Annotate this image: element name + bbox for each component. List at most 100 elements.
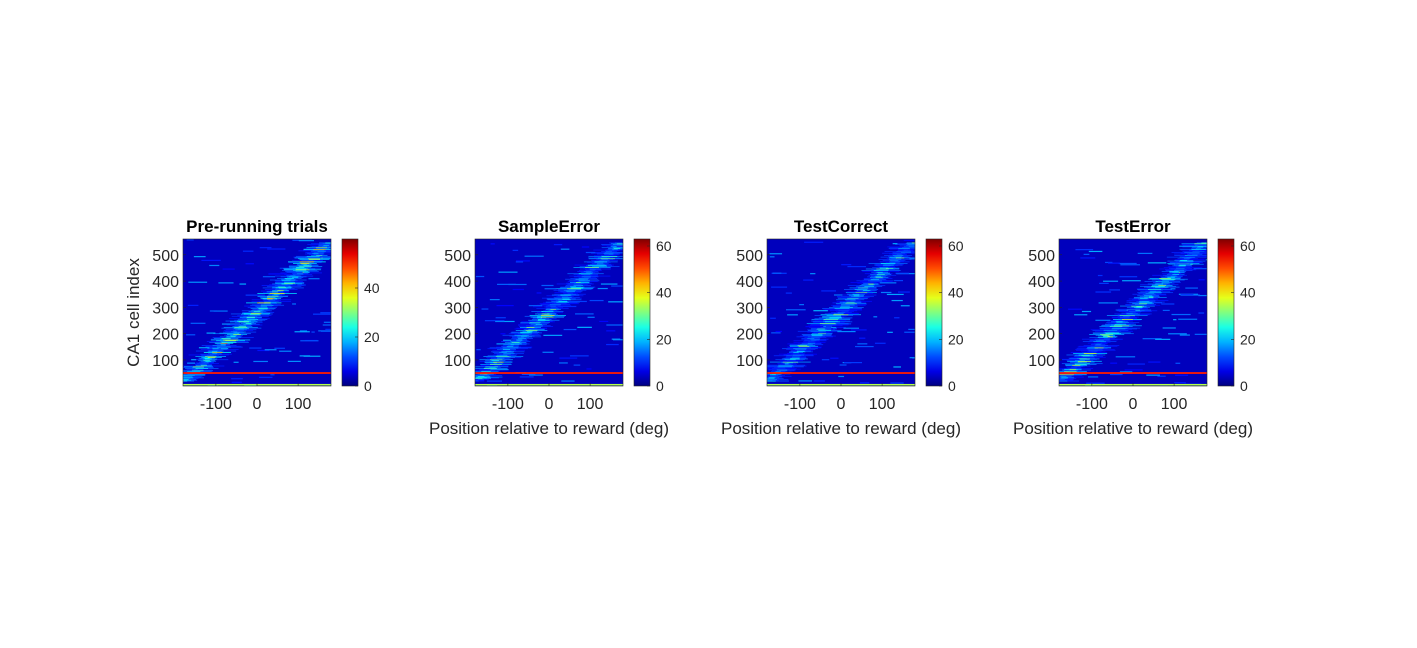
heatmap-cell: [1059, 379, 1065, 380]
heatmap-cell: [294, 331, 310, 333]
x-tick-label: 100: [1161, 396, 1188, 413]
heatmap-cell: [475, 377, 487, 379]
heatmap-cell: [225, 340, 236, 342]
heatmap-cell: [1116, 323, 1126, 324]
x-tick-label: 0: [545, 396, 554, 413]
heatmap-cell: [475, 372, 623, 374]
heatmap-cell: [1081, 310, 1092, 313]
heatmap-cell: [798, 349, 807, 351]
heatmap-cell: [476, 376, 491, 378]
heatmap-cell: [570, 285, 576, 287]
heatmap-cell: [230, 335, 237, 337]
heatmap-cell: [811, 339, 820, 341]
heatmap-cell: [1088, 349, 1104, 351]
heatmap-cell: [1081, 355, 1090, 357]
heatmap-cell: [862, 281, 877, 283]
heatmap-cell: [247, 315, 261, 316]
heatmap-cell: [293, 274, 304, 275]
heatmap-cell: [1148, 288, 1164, 290]
heatmap-cell: [495, 320, 515, 323]
heatmap-cell: [583, 270, 592, 272]
heatmap-cell: [1059, 379, 1074, 380]
heatmap-cell: [589, 299, 604, 302]
x-tick-label: -100: [1076, 396, 1108, 413]
heatmap-cell: [563, 328, 577, 331]
heatmap-cell: [1069, 368, 1077, 370]
heatmap-cell: [316, 255, 323, 256]
heatmap-cell: [540, 316, 554, 318]
heatmap-cell: [540, 315, 555, 316]
heatmap-cell: [247, 319, 259, 320]
heatmap-cell: [1182, 244, 1207, 246]
heatmap-cell: [807, 342, 816, 344]
heatmap-cell: [499, 352, 507, 353]
heatmap-cell: [281, 283, 293, 285]
heatmap-cell: [296, 273, 303, 275]
heatmap-cell: [239, 325, 247, 327]
heatmap-cell: [1191, 246, 1204, 248]
x-axis-label: Position relative to reward (deg): [429, 419, 669, 438]
heatmap-cell: [1144, 296, 1157, 298]
heatmap-cell: [220, 344, 226, 346]
colorbar-tick-label: 0: [948, 378, 956, 394]
heatmap-cell: [600, 255, 610, 256]
heatmap-cell: [475, 378, 491, 380]
heatmap-cell: [852, 293, 860, 295]
heatmap-cell: [286, 271, 303, 273]
heatmap-cell: [823, 320, 838, 322]
heatmap-cell: [614, 252, 623, 254]
heatmap-cell: [1183, 261, 1194, 263]
heatmap-cell: [1071, 367, 1077, 368]
heatmap-cell: [1119, 317, 1130, 319]
heatmap-cell: [811, 335, 825, 337]
heatmap-cell: [853, 295, 860, 297]
heatmap-cells: [475, 242, 623, 386]
heatmap-cell: [1094, 347, 1104, 349]
heatmap-cell: [837, 330, 856, 333]
heatmap-cell: [486, 380, 503, 382]
heatmap-cell: [1112, 326, 1122, 328]
heatmap-cell: [230, 330, 238, 332]
heatmap-cell: [608, 254, 615, 256]
heatmap-cell: [208, 350, 224, 352]
heatmap-cell: [1155, 281, 1169, 282]
heatmap-cell: [825, 321, 840, 323]
heatmap-cell: [320, 330, 331, 332]
heatmap-cell: [1130, 311, 1136, 313]
heatmap-cell: [479, 369, 495, 371]
heatmap-cell: [517, 340, 524, 342]
heatmap-cell: [526, 326, 535, 328]
heatmap-cell: [767, 379, 778, 380]
heatmap-cell: [1095, 291, 1112, 293]
heatmap-cell: [524, 328, 538, 330]
heatmap-cell: [1149, 294, 1159, 296]
heatmap-cell: [502, 347, 519, 349]
heatmap-cell: [898, 248, 910, 249]
heatmap-cell: [1168, 333, 1187, 335]
heatmap-cell: [230, 334, 238, 336]
heatmap-cell: [1179, 256, 1195, 258]
heatmap-cell: [1115, 356, 1136, 358]
heatmap-cell: [1145, 296, 1154, 297]
heatmap-cell: [549, 309, 555, 311]
heatmap-cell: [187, 362, 196, 364]
heatmap-cell: [611, 285, 623, 287]
heatmap-cell: [597, 257, 610, 259]
heatmap-cell: [586, 270, 595, 271]
heatmap-cell: [1130, 305, 1144, 307]
heatmap-cell: [186, 239, 194, 241]
heatmap-cell: [514, 334, 529, 336]
heatmap-cell: [1151, 285, 1165, 287]
heatmap-cell: [818, 327, 827, 329]
heatmap-cell: [507, 345, 514, 346]
heatmap-cell: [259, 247, 272, 249]
heatmap-cell: [1088, 346, 1101, 348]
heatmap-cell: [1124, 369, 1143, 371]
x-tick-label: 100: [285, 396, 312, 413]
heatmap-cell: [839, 364, 847, 366]
heatmap-cell: [301, 259, 314, 261]
heatmap-cell: [1161, 282, 1169, 284]
heatmap-cell: [540, 318, 550, 320]
colorbar-tick-label: 0: [656, 378, 664, 394]
heatmap-cell: [867, 283, 874, 285]
